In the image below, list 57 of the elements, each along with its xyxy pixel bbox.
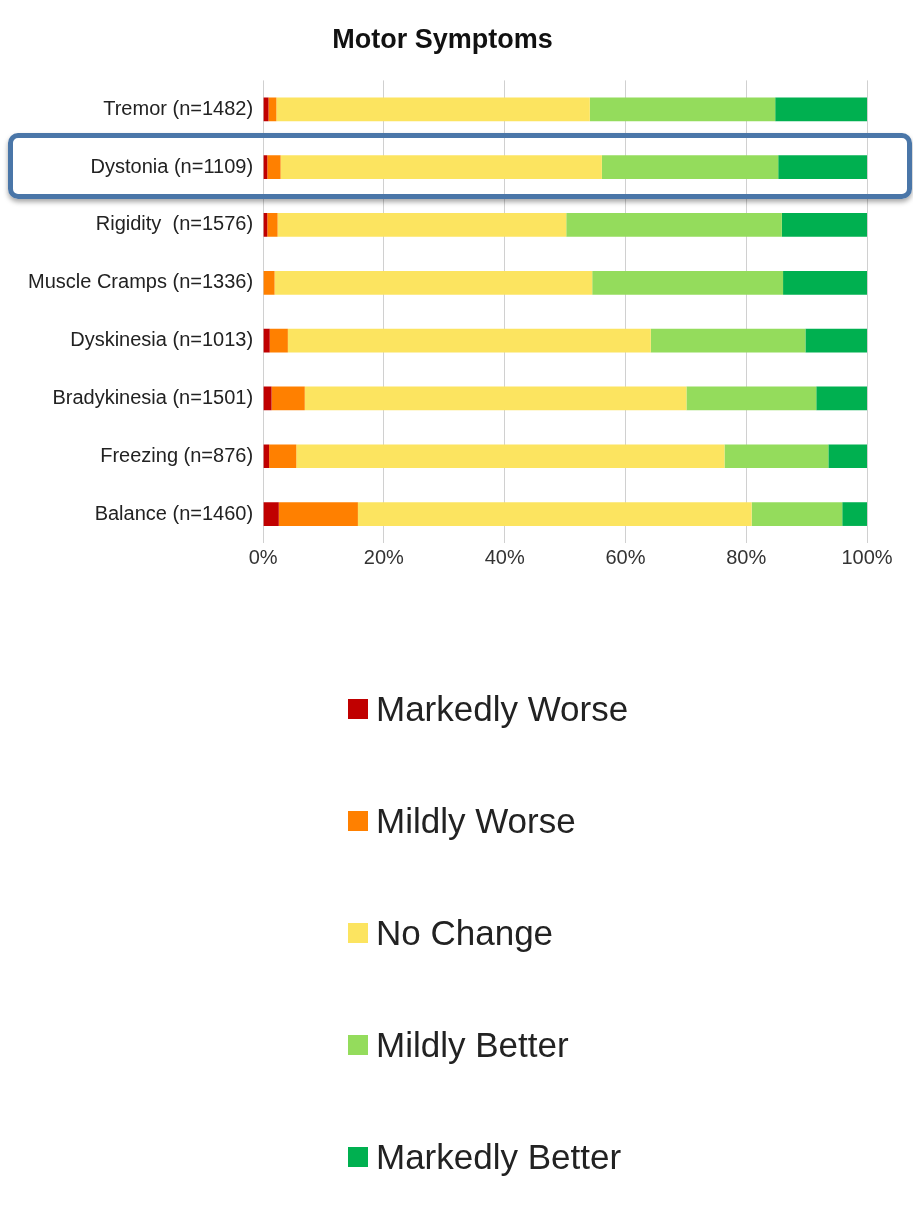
y-tick-label: Dyskinesia (n=1013): [70, 328, 254, 351]
bar: [263, 386, 272, 411]
bar: [287, 328, 651, 353]
x-tick-label: 100%: [841, 545, 893, 568]
legend-label: Mildly Better: [376, 1025, 569, 1065]
chart-title: Motor Symptoms: [332, 23, 553, 54]
bar: [268, 97, 277, 122]
x-tick-label: 0%: [248, 545, 278, 568]
bar: [601, 155, 779, 179]
bar: [271, 386, 305, 411]
y-tick-label: Bradykinesia (n=1501): [52, 385, 254, 408]
bar: [781, 213, 867, 237]
bar: [828, 444, 867, 469]
bar: [263, 328, 270, 353]
y-tick-label: Freezing (n=876): [100, 443, 254, 466]
bar: [277, 213, 567, 237]
bar: [357, 502, 752, 526]
bar: [592, 270, 784, 295]
bar: [278, 502, 358, 526]
legend-label: No Change: [376, 913, 554, 953]
bar: [783, 270, 867, 295]
bar: [805, 328, 867, 353]
y-tick-label: Tremor (n=1482): [103, 96, 254, 119]
bar: [296, 444, 725, 469]
bar: [751, 502, 843, 526]
bar: [778, 155, 867, 179]
bar: [842, 502, 867, 526]
bar: [263, 502, 279, 526]
bar: [650, 328, 806, 353]
bar: [280, 155, 602, 179]
bar: [267, 213, 278, 237]
bar: [304, 386, 687, 411]
bar: [589, 97, 776, 122]
legend-label: Markedly Better: [376, 1137, 622, 1177]
bar: [566, 213, 782, 237]
bar: [686, 386, 817, 411]
x-tick-label: 40%: [484, 545, 525, 568]
bar: [263, 97, 269, 122]
y-tick-label: Dystonia (n=1109): [90, 154, 254, 177]
legend-label: Mildly Worse: [376, 801, 576, 841]
bar: [274, 270, 593, 295]
y-tick-label: Rigidity (n=1576): [95, 212, 254, 235]
bar: [775, 97, 867, 122]
bar: [269, 328, 288, 353]
legend-label: Markedly Worse: [376, 689, 629, 729]
bar: [263, 270, 275, 295]
bar: [263, 444, 270, 469]
bar: [276, 97, 590, 122]
x-tick-label: 20%: [363, 545, 405, 568]
x-tick-label: 60%: [605, 545, 646, 568]
bar: [724, 444, 829, 469]
bar: [269, 444, 297, 469]
bar: [816, 386, 867, 411]
y-tick-label: Muscle Cramps (n=1336): [27, 270, 254, 293]
x-tick-label: 80%: [726, 545, 767, 568]
y-tick-label: Balance (n=1460): [94, 501, 254, 524]
bar: [267, 155, 281, 179]
